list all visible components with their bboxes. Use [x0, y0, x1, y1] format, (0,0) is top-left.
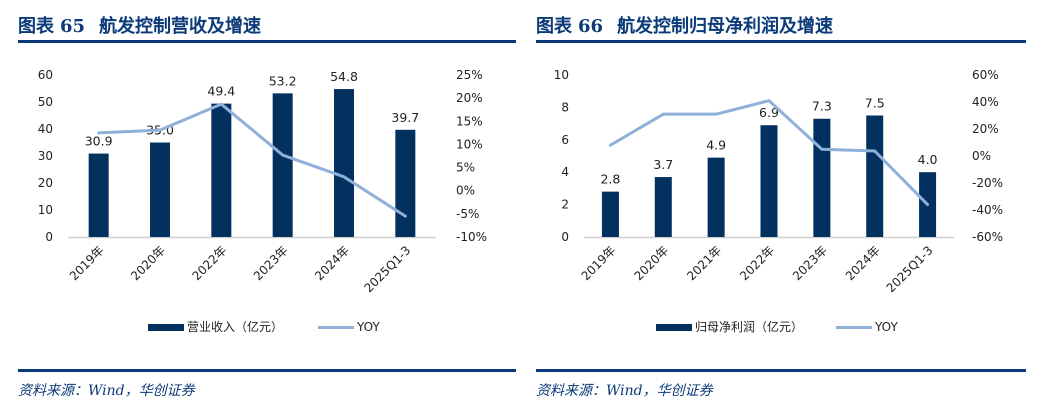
legend-bar-swatch: [148, 324, 184, 331]
figure-65-source: 资料来源：Wind，华创证券: [18, 383, 195, 399]
figure-65-title-text: 航发控制营收及增速: [99, 16, 262, 37]
bar-data-label: 4.0: [918, 152, 938, 167]
bar-data-label: 4.9: [706, 138, 726, 153]
x-axis-tick: 2023年: [790, 243, 830, 283]
left-axis-tick: 10: [38, 203, 53, 217]
figure-66-number: 66: [578, 16, 604, 37]
bar-data-label: 39.7: [391, 110, 419, 125]
bar-data-label: 7.5: [865, 96, 885, 111]
right-axis-tick: 60%: [972, 68, 999, 82]
right-axis-tick: -60%: [972, 230, 1003, 244]
bar: [707, 157, 725, 237]
bar-data-label: 49.4: [207, 84, 235, 99]
right-axis-tick: 0%: [456, 184, 475, 198]
right-axis-tick: 0%: [972, 149, 991, 163]
left-axis-tick: 6: [561, 133, 569, 147]
bar: [866, 115, 884, 237]
bar-data-label: 7.3: [812, 99, 832, 114]
revenue-chart: 0 10 20 30 40 50 60 -10% -5% 0% 5% 10% 15% 20% 25% 30.9…: [38, 68, 487, 334]
figure-66-source: 资料来源：Wind，华创证券: [536, 383, 713, 399]
x-axis-tick: 2019年: [67, 243, 107, 283]
figure-65-prefix: 图表: [18, 16, 54, 37]
right-axis-tick: -20%: [972, 176, 1003, 190]
figure-66-top-rule: [536, 40, 1026, 43]
x-axis-tick: 2020年: [631, 243, 671, 283]
figure-65-number: 65: [60, 16, 86, 37]
left-axis-tick: 50: [38, 95, 53, 109]
right-axis-tick: 20%: [972, 122, 999, 136]
figure-66-panel: 图表 66 航发控制归母净利润及增速 0 2 4 6 8 10 -60% -40% -20% 0% 20…: [536, 0, 1026, 418]
legend-line-label: YOY: [356, 320, 380, 334]
legend-bar-label: 营业收入（亿元）: [187, 319, 283, 334]
x-axis-tick: 2021年: [684, 243, 724, 283]
bar: [760, 125, 778, 237]
right-axis-tick: 10%: [456, 137, 483, 151]
bar: [211, 103, 232, 237]
x-axis-tick: 2024年: [312, 243, 352, 283]
bar: [395, 129, 416, 237]
left-axis-tick: 10: [554, 68, 569, 82]
figure-65-panel: 图表 65 航发控制营收及增速 0 10 20 30 40 50 60 -10% -5% 0% 5% 10…: [18, 0, 516, 418]
x-axis-tick: 2020年: [128, 243, 168, 283]
right-axis-tick: 15%: [456, 114, 483, 128]
bar-data-label: 3.7: [653, 157, 673, 172]
x-axis-tick: 2024年: [843, 243, 883, 283]
figure-65-top-rule: [18, 40, 516, 43]
bar-data-label: 53.2: [269, 73, 297, 88]
left-axis-tick: 40: [38, 122, 53, 136]
left-axis-tick: 4: [561, 165, 569, 179]
bar-data-label: 2.8: [600, 172, 620, 187]
left-axis-tick: 2: [561, 198, 569, 212]
figure-66-title: 图表 66 航发控制归母净利润及增速: [536, 12, 833, 38]
left-axis-tick: 20: [38, 176, 53, 190]
right-axis-tick: 40%: [972, 95, 999, 109]
bar-data-label: 54.8: [330, 69, 358, 84]
x-axis-tick: 2022年: [189, 243, 229, 283]
bar-data-label: 30.9: [85, 134, 113, 149]
x-axis-tick: 2023年: [251, 243, 291, 283]
right-axis-tick: -40%: [972, 203, 1003, 217]
bar: [654, 177, 672, 237]
figure-65-bottom-rule: [18, 369, 516, 372]
figure-66-bottom-rule: [536, 369, 1026, 372]
figure-65-title: 图表 65 航发控制营收及增速: [18, 12, 261, 38]
bar: [272, 93, 293, 237]
figure-66-title-text: 航发控制归母净利润及增速: [617, 16, 834, 37]
x-axis-tick: 2019年: [579, 243, 619, 283]
net-profit-chart: 0 2 4 6 8 10 -60% -40% -20% 0% 20% 40% 60% 2.8 3.7 4.9 6…: [554, 68, 1003, 334]
bar: [88, 153, 109, 237]
right-axis-tick: 25%: [456, 68, 483, 82]
left-axis-tick: 30: [38, 149, 53, 163]
right-axis-tick: -10%: [456, 230, 487, 244]
bar: [601, 191, 619, 237]
legend-bar-label: 归母净利润（亿元）: [695, 319, 803, 334]
bar: [150, 142, 170, 237]
bar: [813, 118, 831, 237]
x-axis-tick: 2022年: [737, 243, 777, 283]
bar: [334, 89, 354, 237]
x-axis-tick: 2025Q1-3: [361, 243, 413, 295]
legend-line-label: YOY: [874, 320, 898, 334]
right-axis-tick: 20%: [456, 91, 483, 105]
legend-bar-swatch: [656, 324, 692, 331]
left-axis-tick: 0: [45, 230, 53, 244]
left-axis-tick: 60: [38, 68, 53, 82]
bar-data-label: 6.9: [759, 105, 779, 120]
right-axis-tick: 5%: [456, 161, 475, 175]
yoy-line: [97, 102, 407, 218]
left-axis-tick: 0: [561, 230, 569, 244]
right-axis-tick: -5%: [456, 207, 479, 221]
figure-66-prefix: 图表: [536, 16, 572, 37]
x-axis-tick: 2025Q1-3: [884, 243, 936, 295]
left-axis-tick: 8: [561, 100, 569, 114]
